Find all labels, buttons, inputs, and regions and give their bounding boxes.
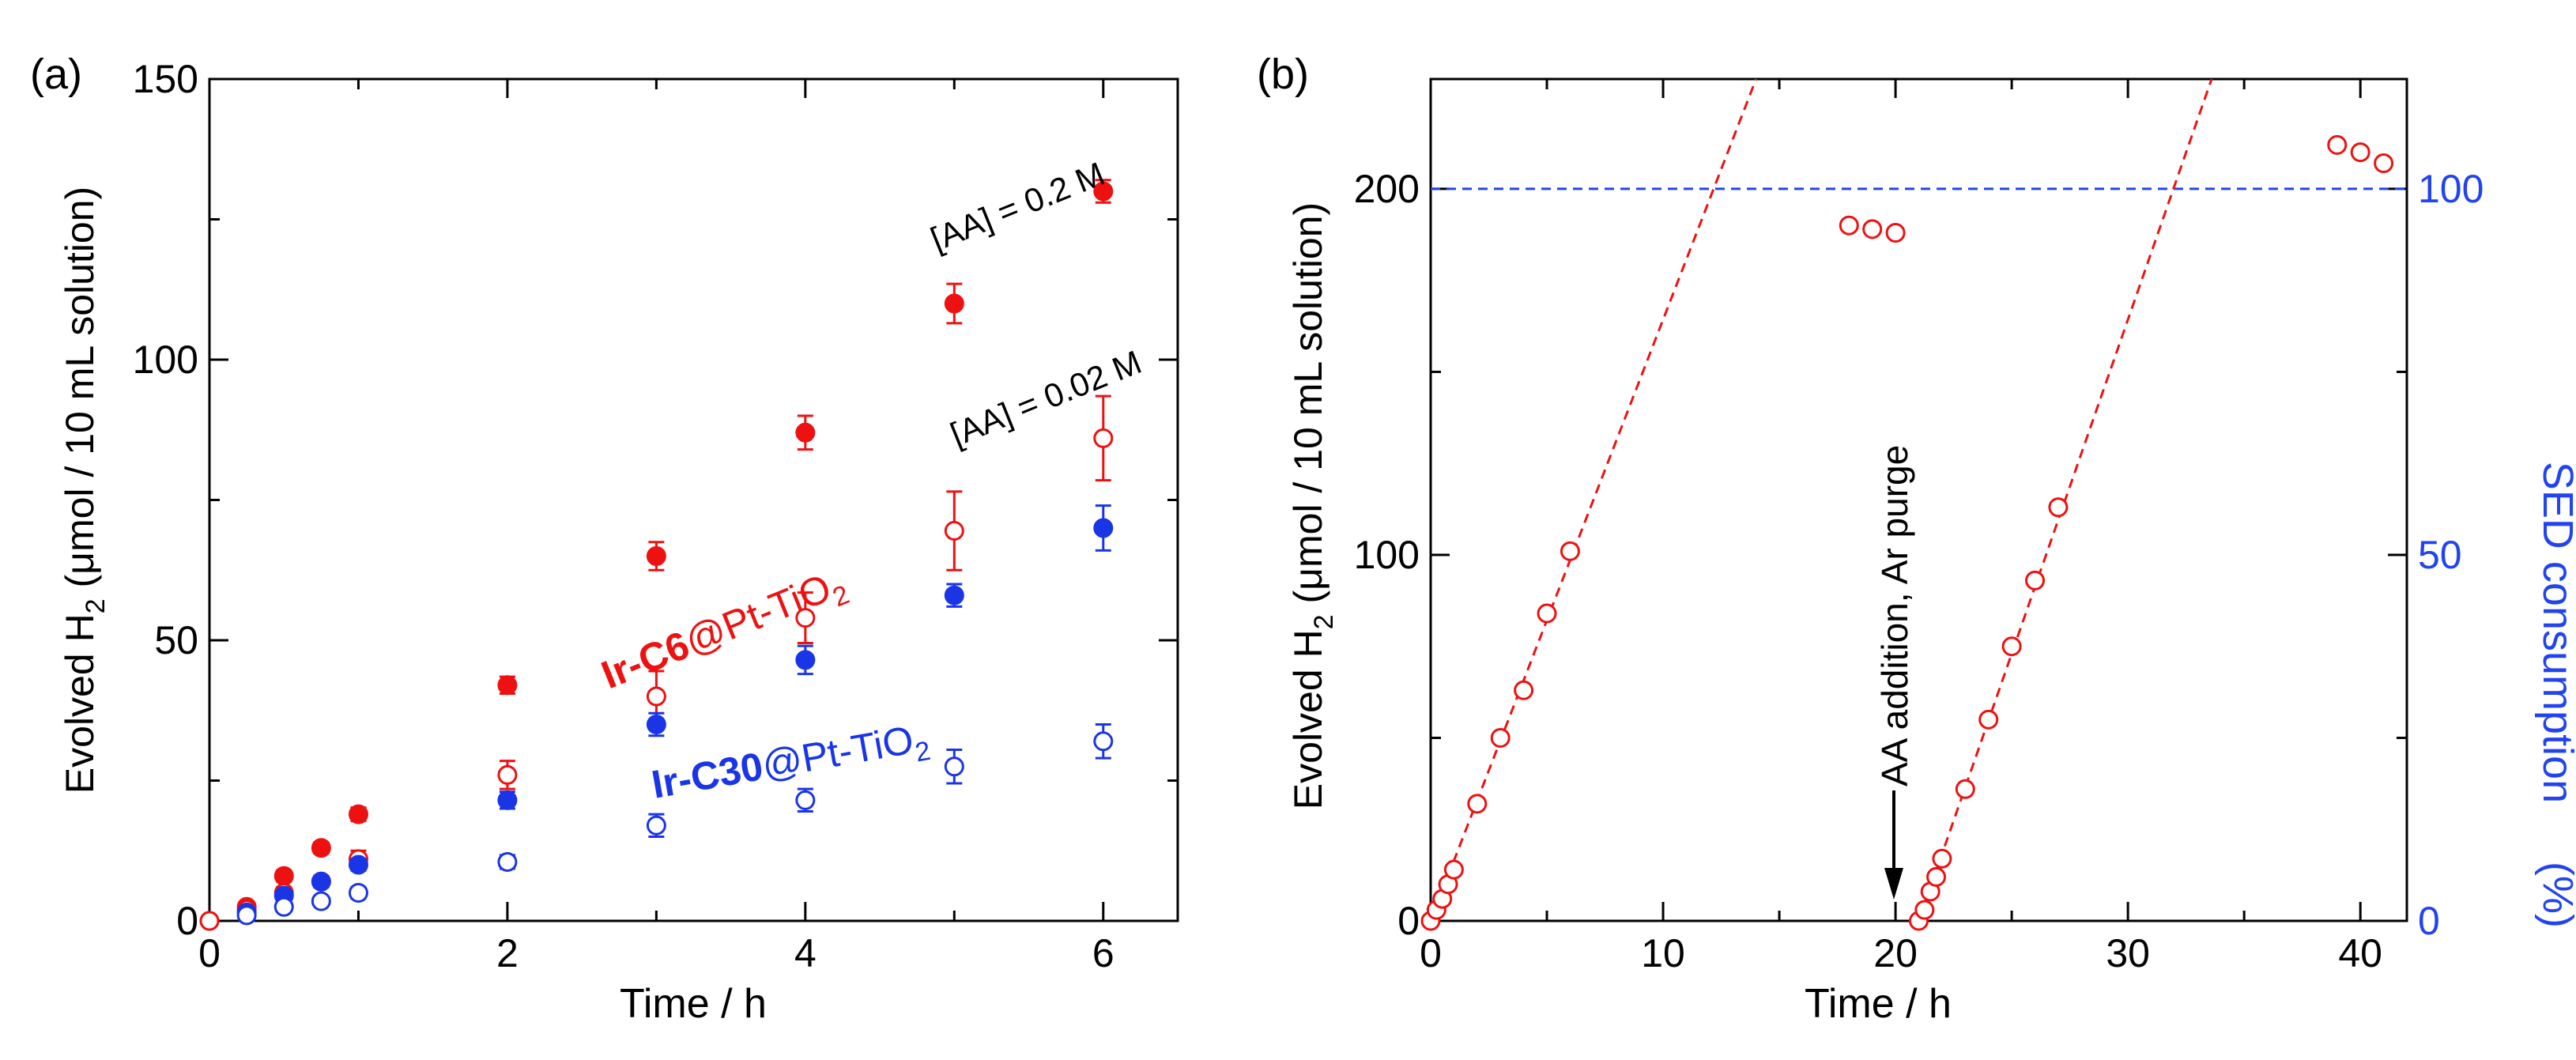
data-point xyxy=(497,790,518,810)
label-ir-c6: Ir-C6@Pt-TiO2 xyxy=(595,560,854,704)
annotation-arrow-head xyxy=(1884,868,1903,900)
series-3 xyxy=(236,723,1114,926)
data-point xyxy=(1093,181,1114,202)
panel-b-xtick-label: 30 xyxy=(2106,931,2150,975)
data-point xyxy=(1514,680,1534,700)
panel-b-xtick-label: 20 xyxy=(1873,931,1918,975)
data-point xyxy=(1862,219,1883,240)
panel-b-xtick-label: 40 xyxy=(2338,931,2382,975)
panel-b-data xyxy=(1420,78,2407,931)
panel-a-data xyxy=(199,179,1114,931)
panel-b: (b) 0 10 20 30 40 0 100 200 0 50 100 Time / h Evol… xyxy=(1257,51,2576,1027)
panel-a-xtick-label: 6 xyxy=(1092,931,1115,975)
data-point xyxy=(199,911,220,931)
data-point xyxy=(1560,541,1580,561)
data-point xyxy=(944,521,964,541)
panel-label-a: (a) xyxy=(30,51,82,98)
panel-a-ylabel: Evolved H2 (μmol / 10 mL solution) xyxy=(58,187,111,794)
data-point xyxy=(273,896,294,917)
panel-a-xlabel: Time / h xyxy=(620,981,767,1027)
data-point xyxy=(1926,866,1947,887)
data-point xyxy=(795,422,816,443)
panel-b-ytick-label: 100 xyxy=(1354,533,1420,577)
panel-a: (a) 0 2 4 6 0 50 100 150 Time / h Evolved H2 (μ… xyxy=(30,51,1179,1027)
panel-b-ytick-label: 0 xyxy=(1397,899,1420,943)
data-point xyxy=(1885,222,1906,243)
data-point xyxy=(944,756,964,777)
data-point xyxy=(795,650,816,670)
data-point xyxy=(1932,848,1952,869)
data-point xyxy=(273,866,294,886)
panel-b-ylabel-right: SED consumption xyxy=(2534,462,2576,803)
series-2 xyxy=(236,504,1114,922)
data-point xyxy=(944,585,964,605)
data-point xyxy=(497,851,518,872)
annotation-aa-low: [AA] = 0.02 M xyxy=(945,343,1147,453)
data-point xyxy=(311,891,331,911)
data-point xyxy=(236,905,257,926)
panel-a-xtick-label: 4 xyxy=(794,931,817,975)
panel-b-ylabel: Evolved H2 (μmol / 10 mL solution) xyxy=(1286,202,1339,809)
panel-b-plot-frame xyxy=(1429,77,2408,922)
data-point xyxy=(1093,731,1114,752)
panel-a-ytick-label: 50 xyxy=(154,618,198,662)
data-point xyxy=(348,883,368,903)
panel-label-b: (b) xyxy=(1257,51,1309,98)
panel-b-xlabel: Time / h xyxy=(1805,981,1952,1027)
panel-b-ylabel-right-unit: (%) xyxy=(2534,862,2576,928)
panel-a-ytick-label: 100 xyxy=(133,338,198,382)
panel-a-ytick-label: 150 xyxy=(133,57,198,101)
data-point xyxy=(2374,153,2394,173)
panel-b-ytick-label: 200 xyxy=(1354,167,1420,211)
data-point xyxy=(646,686,666,707)
data-point xyxy=(1443,859,1464,880)
data-point xyxy=(646,715,666,734)
panel-b-xtick-label: 10 xyxy=(1641,931,1685,975)
data-point xyxy=(944,293,964,314)
data-point xyxy=(1978,709,1999,730)
panel-b-xtick-label: 0 xyxy=(1420,931,1442,975)
data-point xyxy=(1490,727,1511,748)
data-point xyxy=(311,838,331,858)
annotation-aa-high: [AA] = 0.2 M xyxy=(926,155,1110,258)
data-point xyxy=(1914,900,1935,920)
data-point xyxy=(795,608,816,628)
panel-a-axes: 0 2 4 6 0 50 100 150 xyxy=(133,57,1179,975)
data-point xyxy=(348,854,368,875)
panel-b-axes: 0 10 20 30 40 0 100 200 0 50 100 xyxy=(1354,77,2484,975)
data-point xyxy=(348,804,368,824)
data-point xyxy=(2048,497,2069,518)
data-point xyxy=(2350,142,2370,163)
data-point xyxy=(1955,779,1975,799)
data-point xyxy=(2327,134,2348,155)
panel-a-xtick-label: 2 xyxy=(496,931,519,975)
panel-b-ytick-right-label: 100 xyxy=(2418,167,2484,211)
data-point xyxy=(2025,570,2046,590)
panel-b-ytick-right-label: 50 xyxy=(2418,533,2462,577)
data-point xyxy=(1839,215,1859,236)
data-point xyxy=(1467,794,1488,814)
data-point xyxy=(311,871,331,892)
panel-b-ytick-right-label: 0 xyxy=(2418,899,2440,943)
data-point xyxy=(2001,636,2022,657)
data-point xyxy=(1093,428,1114,448)
panel-a-xtick-label: 0 xyxy=(198,931,221,975)
annotation-aa-addition: AA addition, Ar purge xyxy=(1874,445,1915,787)
data-point xyxy=(497,675,518,696)
fit-line-0 xyxy=(1429,78,1758,922)
data-point xyxy=(1537,603,1557,624)
data-point xyxy=(646,546,666,566)
panel-a-ytick-label: 0 xyxy=(176,899,198,943)
data-point xyxy=(497,764,518,785)
data-point xyxy=(646,815,666,836)
data-point xyxy=(795,790,816,810)
label-ir-c30: Ir-C30@Pt-TiO2 xyxy=(648,715,933,813)
data-point xyxy=(1093,518,1114,538)
